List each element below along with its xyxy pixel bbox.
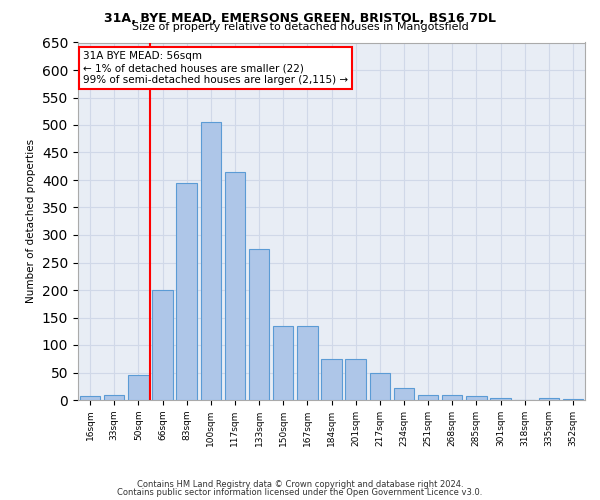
Bar (563, 399, 583, 400)
Text: 31A BYE MEAD: 56sqm
← 1% of detached houses are smaller (22)
99% of semi-detache: 31A BYE MEAD: 56sqm ← 1% of detached hou… (83, 52, 348, 84)
Text: Contains HM Land Registry data © Crown copyright and database right 2024.: Contains HM Land Registry data © Crown c… (137, 480, 463, 489)
Bar (490, 398, 511, 400)
Bar (466, 396, 487, 400)
Bar (346, 359, 366, 400)
Text: Size of property relative to detached houses in Mangotsfield: Size of property relative to detached ho… (131, 22, 469, 32)
Bar (80, 396, 100, 400)
Bar (152, 290, 173, 400)
Bar (297, 326, 317, 400)
Bar (273, 326, 293, 400)
Bar (200, 122, 221, 400)
Text: Contains public sector information licensed under the Open Government Licence v3: Contains public sector information licen… (118, 488, 482, 497)
Bar (224, 172, 245, 400)
Bar (249, 248, 269, 400)
Bar (418, 394, 439, 400)
Bar (128, 375, 149, 400)
Text: 31A, BYE MEAD, EMERSONS GREEN, BRISTOL, BS16 7DL: 31A, BYE MEAD, EMERSONS GREEN, BRISTOL, … (104, 12, 496, 26)
Bar (104, 394, 124, 400)
Bar (442, 394, 463, 400)
Bar (539, 398, 559, 400)
Bar (176, 182, 197, 400)
Y-axis label: Number of detached properties: Number of detached properties (26, 139, 37, 304)
Bar (370, 372, 390, 400)
Bar (321, 359, 342, 400)
Bar (394, 388, 414, 400)
